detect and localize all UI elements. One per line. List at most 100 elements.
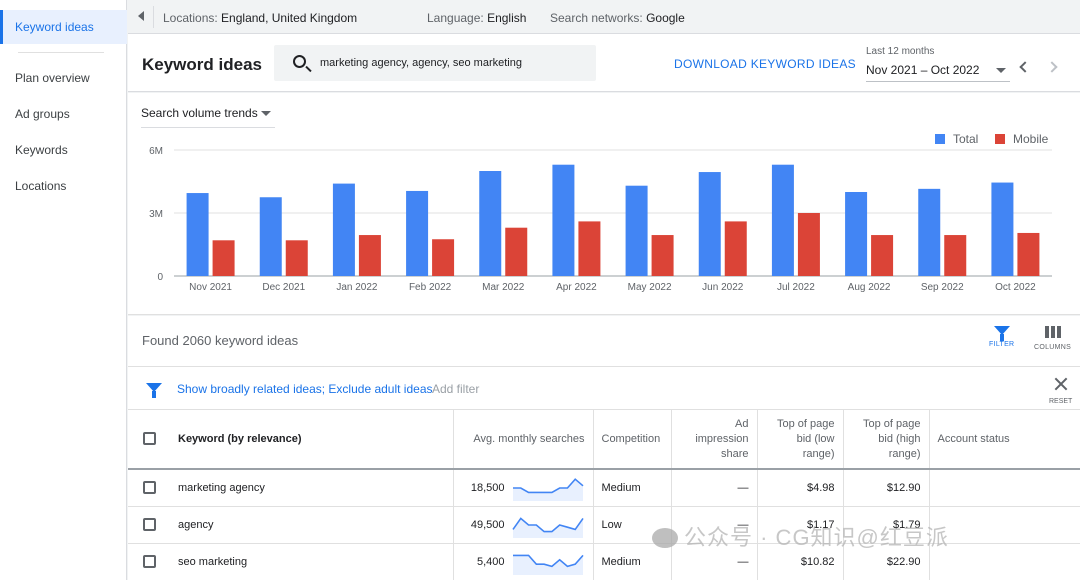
trend-select-label: Search volume trends xyxy=(141,106,258,120)
search-volume-chart: 0 3M 6M Nov 2021 Dec 2021 Jan 2022 Feb 2022 Mar… xyxy=(149,146,1052,293)
keyword-cell: seo marketing xyxy=(170,543,454,580)
bar-total xyxy=(186,193,209,276)
x-tick-label: Jun 2022 xyxy=(702,282,744,293)
sparkline-line xyxy=(511,516,584,532)
column-header-avg-monthly-searches[interactable]: Avg. monthly searches xyxy=(453,410,594,470)
column-header-keyword[interactable]: Keyword (by relevance) xyxy=(170,410,454,470)
page-title: Keyword ideas xyxy=(142,55,262,74)
column-header-bid-low[interactable]: Top of page bid (low range) xyxy=(757,410,844,470)
bar-mobile xyxy=(285,240,308,276)
chevron-down-icon[interactable] xyxy=(996,68,1006,73)
page-header: Keyword ideas DOWNLOAD KEYWORD IDEAS Las… xyxy=(128,34,1080,92)
table-header-row: Keyword (by relevance) Avg. monthly sear… xyxy=(128,410,1080,470)
sparkline-line xyxy=(512,477,584,493)
locations-setting[interactable]: Locations: England, United Kingdom xyxy=(163,11,357,25)
trend-sparkline xyxy=(511,516,584,538)
sidebar-item-ad-groups[interactable]: Ad groups xyxy=(15,107,70,121)
bar-mobile xyxy=(651,235,674,276)
search-volume-chart-panel: 0 3M 6M Nov 2021 Dec 2021 Jan 2022 Feb 2022 Mar… xyxy=(128,93,1080,315)
bid-low-cell: $4.98 xyxy=(757,469,844,507)
legend-label-mobile: Mobile xyxy=(1013,132,1049,146)
legend-item-total[interactable]: Total xyxy=(935,132,978,146)
search-volume-trends-select[interactable]: Search volume trends xyxy=(141,106,271,120)
trend-select-underline xyxy=(141,127,275,128)
add-filter-button[interactable]: Add filter xyxy=(432,382,480,396)
results-count: Found 2060 keyword ideas xyxy=(142,333,299,348)
search-networks-setting[interactable]: Search networks: Google xyxy=(550,11,685,25)
date-range-select[interactable]: Nov 2021 – Oct 2022 xyxy=(866,63,980,77)
account-status-cell xyxy=(929,469,1080,507)
chevron-down-icon xyxy=(261,111,271,116)
language-setting[interactable]: Language: English xyxy=(427,11,526,25)
legend-swatch-mobile xyxy=(995,134,1005,144)
column-header-account-status[interactable]: Account status xyxy=(929,410,1080,470)
bar-total xyxy=(698,172,721,276)
collapse-sidebar-icon[interactable] xyxy=(138,11,144,21)
plan-settings-bar: Locations: England, United Kingdom Langu… xyxy=(128,0,1080,34)
column-header-bid-high[interactable]: Top of page bid (high range) xyxy=(843,410,930,470)
next-period-icon[interactable] xyxy=(1046,61,1058,73)
column-header-ad-impression-share[interactable]: Ad impression share xyxy=(671,410,758,470)
sidebar-item-plan-overview[interactable]: Plan overview xyxy=(15,71,90,85)
account-status-cell xyxy=(929,506,1080,544)
reset-filters-button[interactable]: RESET xyxy=(1049,377,1072,405)
x-tick-label: May 2022 xyxy=(628,282,672,293)
legend-label-total: Total xyxy=(953,132,979,146)
avg-searches-value: 18,500 xyxy=(470,481,505,494)
keyword-search-input[interactable] xyxy=(320,54,590,72)
filter-button[interactable]: FILTER xyxy=(989,326,1014,348)
row-checkbox[interactable] xyxy=(142,555,156,568)
previous-period-icon[interactable] xyxy=(1019,61,1031,73)
x-tick-label: Sep 2022 xyxy=(921,282,964,293)
table-row: seo marketing 5,400 Medium — $10.82 $22.… xyxy=(128,543,1080,580)
select-all-checkbox[interactable] xyxy=(142,432,156,446)
impression-share-cell: — xyxy=(671,469,758,507)
topbar-divider xyxy=(153,6,154,28)
x-tick-label: Jul 2022 xyxy=(777,282,815,293)
bar-mobile xyxy=(358,235,381,276)
date-range-underline xyxy=(866,81,1010,82)
account-status-cell xyxy=(929,543,1080,580)
row-checkbox[interactable] xyxy=(142,481,156,495)
columns-button[interactable]: COLUMNS xyxy=(1034,326,1071,351)
bar-total xyxy=(406,190,429,276)
active-filters-row: Show broadly related ideas; Exclude adul… xyxy=(128,366,1080,410)
keyword-table: Keyword (by relevance) Avg. monthly sear… xyxy=(128,410,1080,580)
bar-mobile xyxy=(871,235,894,276)
locations-value: England, United Kingdom xyxy=(221,11,358,25)
bar-total xyxy=(845,192,868,276)
bar-total xyxy=(332,183,355,276)
competition-cell: Medium xyxy=(593,543,672,580)
download-keyword-ideas-button[interactable]: DOWNLOAD KEYWORD IDEAS xyxy=(674,57,856,71)
keyword-results-panel: Found 2060 keyword ideas FILTER COLUMNS … xyxy=(128,316,1080,580)
sidebar-item-keywords[interactable]: Keywords xyxy=(15,143,68,157)
columns-icon xyxy=(1044,326,1061,338)
sidebar-divider xyxy=(18,52,104,53)
bid-low-cell: $10.82 xyxy=(757,543,844,580)
sidebar-item-keyword-ideas[interactable]: Keyword ideas xyxy=(0,10,127,44)
search-networks-label: Search networks: xyxy=(550,11,643,25)
x-tick-label: Jan 2022 xyxy=(336,282,378,293)
y-tick-label: 0 xyxy=(157,272,163,283)
language-label: Language: xyxy=(427,11,484,25)
trend-sparkline xyxy=(512,477,584,501)
competition-cell: Medium xyxy=(593,469,672,507)
row-checkbox[interactable] xyxy=(142,518,156,531)
bar-mobile xyxy=(1017,232,1040,276)
legend-item-mobile[interactable]: Mobile xyxy=(995,132,1048,146)
x-tick-label: Oct 2022 xyxy=(995,282,1036,293)
sidebar-item-locations[interactable]: Locations xyxy=(15,179,67,193)
y-tick-label: 6M xyxy=(149,146,163,157)
avg-searches-cell: 49,500 xyxy=(453,506,594,544)
locations-label: Locations: xyxy=(163,11,218,25)
search-networks-value: Google xyxy=(646,11,685,25)
bar-total xyxy=(918,188,941,276)
bar-mobile xyxy=(432,239,455,276)
x-tick-label: Aug 2022 xyxy=(848,282,891,293)
trend-sparkline xyxy=(512,554,584,575)
active-filters-link[interactable]: Show broadly related ideas; Exclude adul… xyxy=(177,382,433,396)
wechat-icon xyxy=(652,528,678,548)
keyword-search-box[interactable] xyxy=(274,45,596,81)
column-header-competition[interactable]: Competition xyxy=(593,410,672,470)
